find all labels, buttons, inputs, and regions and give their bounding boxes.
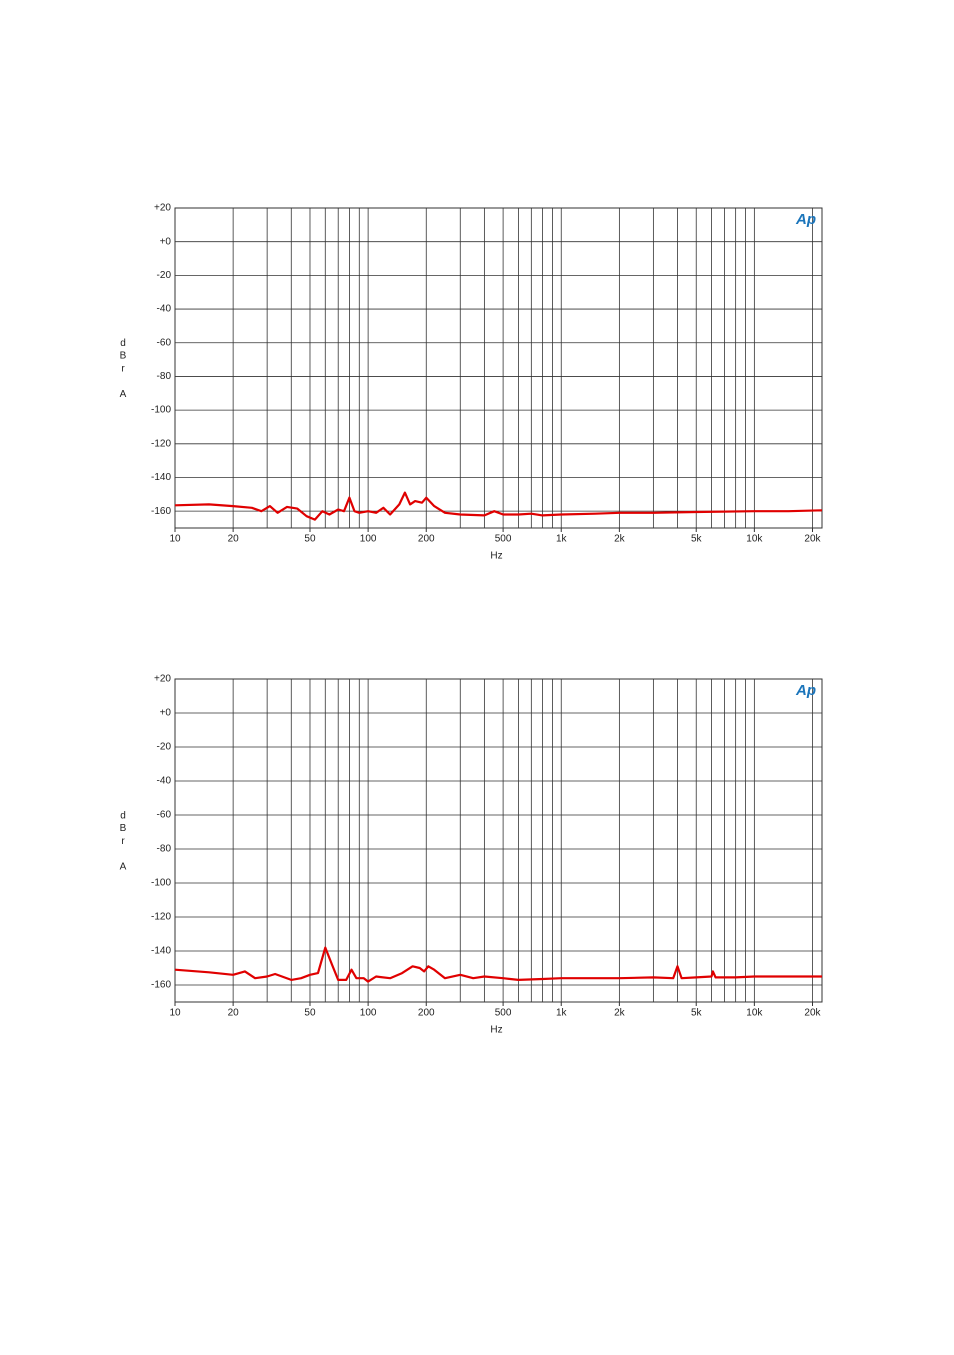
y-tick-label: -20 <box>157 742 172 753</box>
x-tick-label: 20 <box>228 534 240 545</box>
y-tick-label: -60 <box>157 337 172 348</box>
x-tick-label: 500 <box>495 1008 512 1019</box>
x-tick-label: 2k <box>614 534 626 545</box>
y-tick-label: -60 <box>157 810 172 821</box>
y-tick-label: -80 <box>157 371 172 382</box>
y-tick-label: +0 <box>160 708 172 719</box>
x-tick-label: 100 <box>360 534 377 545</box>
x-tick-label: 100 <box>360 1008 377 1019</box>
logo: Ap <box>795 682 816 699</box>
plot-area <box>174 678 823 1003</box>
x-tick-label: 10 <box>169 534 181 545</box>
y-tick-label: -20 <box>157 270 172 281</box>
x-tick-label: 50 <box>304 1008 316 1019</box>
y-tick-label: -40 <box>157 776 172 787</box>
data-line <box>174 491 823 521</box>
x-tick-label: 50 <box>304 534 316 545</box>
x-tick-label: 20k <box>804 1008 821 1019</box>
y-tick-label: -100 <box>151 405 171 416</box>
x-tick-label: 2k <box>614 1008 626 1019</box>
logo: Ap <box>795 211 816 228</box>
data-line <box>174 946 822 983</box>
x-tick-label: 500 <box>495 534 512 545</box>
x-tick-label: 10k <box>746 1008 763 1019</box>
y-tick-label: -120 <box>151 438 171 449</box>
plot-area <box>174 207 823 529</box>
y-tick-label: -120 <box>151 912 171 923</box>
y-tick-label: -140 <box>151 946 171 957</box>
x-tick-label: 200 <box>418 534 435 545</box>
x-tick-label: 20k <box>804 534 821 545</box>
x-tick-label: 200 <box>418 1008 435 1019</box>
x-tick-label: 1k <box>556 534 568 545</box>
x-tick-label: 10 <box>169 1008 181 1019</box>
x-axis-label: Hz <box>490 1025 502 1036</box>
x-tick-label: 5k <box>691 534 703 545</box>
y-tick-label: -160 <box>151 980 171 991</box>
x-tick-label: 10k <box>746 534 763 545</box>
x-tick-label: 1k <box>556 1008 568 1019</box>
x-tick-label: 20 <box>228 1008 240 1019</box>
y-tick-label: -80 <box>157 844 172 855</box>
x-tick-label: 5k <box>691 1008 703 1019</box>
y-tick-label: -100 <box>151 878 171 889</box>
y-tick-label: -140 <box>151 472 171 483</box>
y-tick-label: +0 <box>160 236 172 247</box>
y-tick-label: -160 <box>151 506 171 517</box>
y-tick-label: +20 <box>154 203 171 214</box>
y-tick-label: +20 <box>154 674 171 685</box>
x-axis-label: Hz <box>490 551 502 562</box>
y-tick-label: -40 <box>157 304 172 315</box>
